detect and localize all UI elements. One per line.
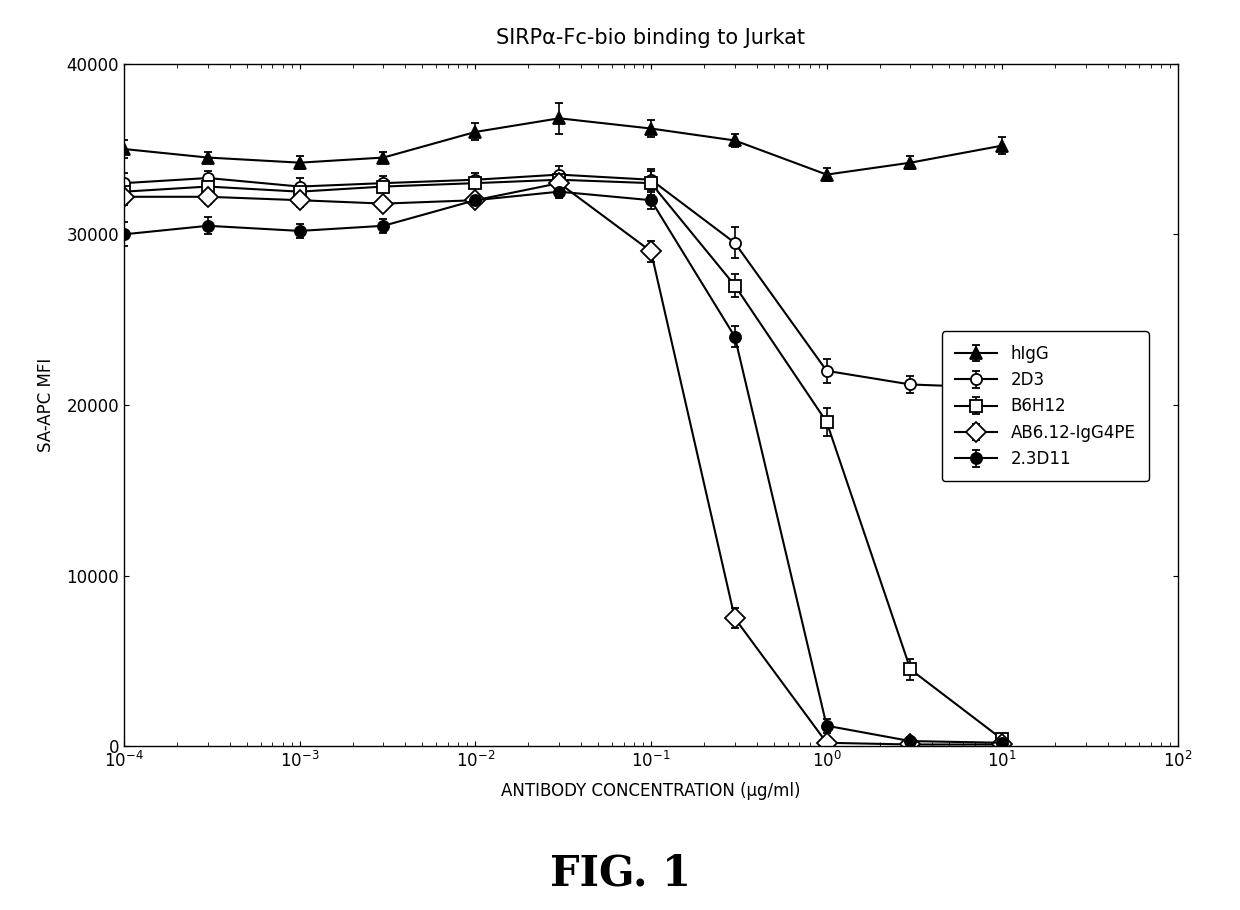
Legend: hIgG, 2D3, B6H12, AB6.12-IgG4PE, 2.3D11: hIgG, 2D3, B6H12, AB6.12-IgG4PE, 2.3D11 — [942, 331, 1148, 481]
Y-axis label: SA-APC MFI: SA-APC MFI — [37, 358, 56, 452]
X-axis label: ANTIBODY CONCENTRATION (μg/ml): ANTIBODY CONCENTRATION (μg/ml) — [501, 783, 801, 800]
Title: SIRPα-Fc-bio binding to Jurkat: SIRPα-Fc-bio binding to Jurkat — [496, 28, 806, 48]
Text: FIG. 1: FIG. 1 — [549, 853, 691, 895]
